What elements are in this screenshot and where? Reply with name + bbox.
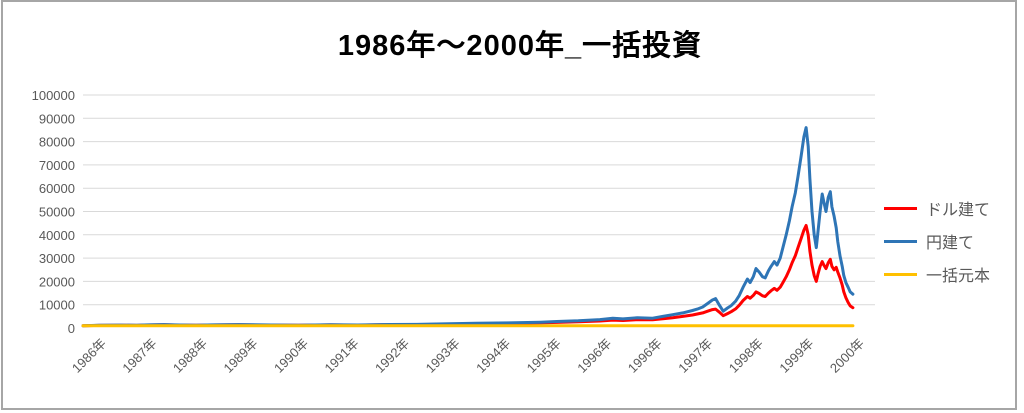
x-tick-label: 1989年 [220,336,260,376]
series-line-円建て [81,126,855,328]
x-tick-label: 1986年 [69,336,109,376]
x-tick-label: 1993年 [423,336,463,376]
x-tick-label: 1991年 [322,336,362,376]
y-tick-label: 100000 [32,88,75,103]
legend: ドル建て 円建て 一括元本 [884,198,1019,297]
x-tick-label: 1996年 [574,336,614,376]
x-tick-label: 2000年 [827,336,867,376]
x-tick-label: 1988年 [170,336,210,376]
x-tick-label: 1999年 [776,336,816,376]
x-tick-label: 1994年 [473,336,513,376]
chart-title: 1986年〜2000年_一括投資 [337,30,703,62]
y-tick-label: 50000 [39,205,75,220]
y-tick-label: 40000 [39,228,75,243]
y-tick-label: 30000 [39,251,75,266]
legend-label: 円建て [926,235,975,252]
legend-item-principal: 一括元本 [884,264,1019,285]
x-tick-label: 1997年 [675,336,715,376]
legend-label: ドル建て [926,202,991,219]
x-tick-label: 1995年 [524,336,564,376]
series-line-ドル建て [81,224,855,328]
legend-item-yen: 円建て [884,231,1019,252]
legend-label: 一括元本 [926,268,991,285]
x-tick-label: 1996年 [625,336,665,376]
legend-swatch-blue-line [884,239,917,243]
y-tick-label: 90000 [39,111,75,126]
x-tick-label: 1990年 [271,336,311,376]
y-tick-label: 0 [68,321,75,336]
y-tick-label: 10000 [39,298,75,313]
y-tick-label: 20000 [39,274,75,289]
legend-item-dollar: ドル建て [884,198,1019,219]
legend-swatch-gold-line [884,272,917,276]
x-tick-label: 1998年 [726,336,766,376]
y-tick-label: 70000 [39,158,75,173]
y-tick-label: 80000 [39,135,75,150]
legend-swatch-red-line [884,206,917,210]
x-tick-label: 1987年 [119,336,159,376]
x-tick-label: 1992年 [372,336,412,376]
y-tick-label: 60000 [39,181,75,196]
